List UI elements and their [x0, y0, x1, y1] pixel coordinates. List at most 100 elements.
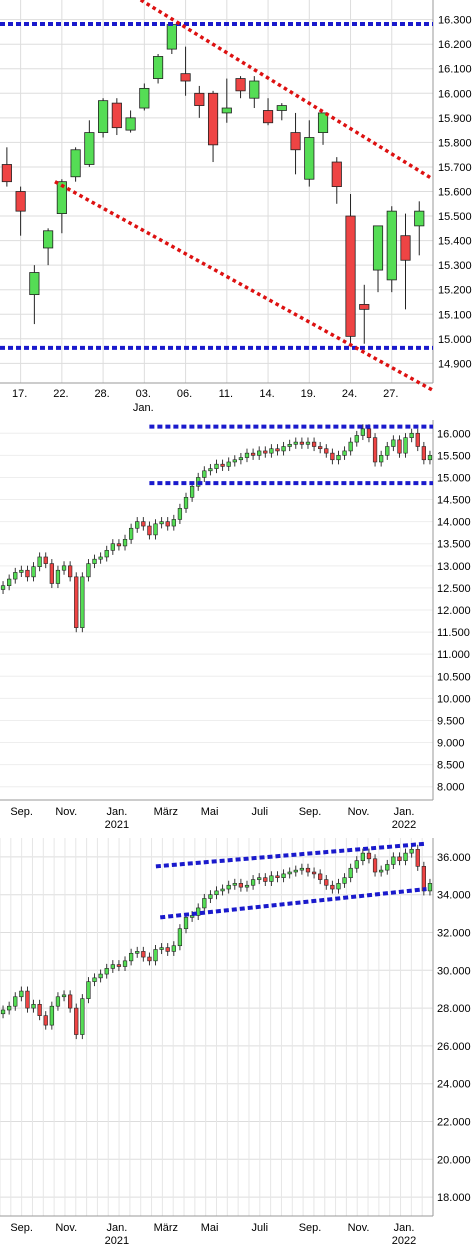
- candle-up: [226, 461, 231, 467]
- candle-down: [116, 543, 122, 547]
- candle-up: [37, 556, 42, 567]
- candle-up: [153, 949, 158, 962]
- candle-up: [391, 439, 396, 447]
- candle-up: [299, 867, 305, 871]
- candle-up: [250, 879, 256, 886]
- candle-down: [305, 867, 311, 873]
- candle-up: [128, 527, 134, 540]
- candle-up: [183, 497, 189, 509]
- candle-up: [55, 569, 61, 584]
- candle-down: [165, 947, 170, 952]
- candle-down: [15, 191, 26, 212]
- candle-up: [153, 523, 158, 536]
- candle-up: [385, 446, 390, 456]
- candle-up: [281, 873, 286, 878]
- candle-up: [84, 132, 95, 165]
- x-tick-label: Nov.: [348, 1222, 370, 1234]
- candle-up: [391, 856, 396, 865]
- x-tick-sublabel: 2022: [392, 819, 416, 831]
- x-tick-label: 27.: [383, 388, 398, 400]
- candle-down: [68, 565, 73, 578]
- x-tick-label: Mai: [201, 806, 219, 818]
- candle-up: [122, 539, 128, 547]
- candle-up: [189, 915, 195, 918]
- candle-up: [269, 448, 274, 454]
- x-tick-label: 06.: [177, 388, 192, 400]
- candle-up: [342, 450, 347, 456]
- x-tick-label: Sep.: [10, 1222, 33, 1234]
- candle-up: [232, 883, 237, 886]
- candle-up: [159, 947, 164, 950]
- daily-candlestick-chart: 16.300 16.200 16.100 16.000 15.900 15.800 15.7…: [0, 0, 475, 420]
- candle-down: [111, 102, 122, 129]
- candle-up: [104, 968, 109, 975]
- y-tick-label: 16.200: [438, 39, 472, 51]
- x-tick-sublabel: 2021: [105, 1235, 129, 1247]
- x-tick-label: Jan.: [107, 806, 128, 818]
- y-tick-label: 8.500: [437, 760, 465, 772]
- candle-up: [287, 444, 292, 447]
- candle-up: [214, 890, 219, 895]
- candle-up: [61, 565, 67, 571]
- y-tick-label: 15.500: [438, 211, 472, 223]
- candle-up: [403, 852, 408, 861]
- candle-up: [7, 1005, 12, 1011]
- candle-down: [311, 871, 317, 875]
- candle-up: [305, 441, 311, 445]
- candle-down: [165, 521, 170, 527]
- y-tick-label: 24.000: [437, 1079, 471, 1091]
- candle-down: [147, 956, 152, 962]
- candle-up: [427, 455, 433, 461]
- candle-up: [372, 225, 384, 271]
- candle-up: [183, 917, 189, 930]
- candle-down: [345, 215, 356, 337]
- candle-up: [360, 428, 365, 436]
- candle-up: [202, 470, 207, 478]
- y-tick-label: 8.000: [437, 782, 465, 794]
- candle-up: [98, 556, 103, 560]
- candle-up: [409, 432, 414, 438]
- candle-up: [80, 576, 85, 628]
- candle-down: [147, 525, 152, 536]
- candle-down: [43, 1015, 48, 1026]
- candle-up: [220, 888, 225, 892]
- candle-down: [275, 875, 280, 878]
- candle-up: [336, 883, 341, 890]
- y-tick-label: 15.000: [438, 334, 472, 346]
- candle-down: [194, 92, 205, 106]
- y-tick-label: 15.700: [438, 162, 472, 174]
- comparison-chart-svg: 36.000 34.000 32.000 30.000 28.000 26.000 24.0…: [0, 838, 471, 1247]
- candle-up: [0, 1009, 6, 1015]
- candle-up: [86, 563, 91, 578]
- candle-down: [372, 858, 378, 873]
- candle-up: [427, 883, 433, 892]
- candle-down: [25, 990, 30, 1009]
- candle-up: [128, 952, 134, 962]
- candle-up: [153, 56, 164, 79]
- weekly-chart-svg: 16.000 15.500 15.000 14.500 14.000 13.500 13.0…: [0, 420, 471, 831]
- y-tick-label: 15.600: [438, 187, 472, 199]
- trend-line: [54, 180, 434, 392]
- candle-up: [414, 210, 425, 227]
- candle-up: [293, 869, 298, 873]
- candle-down: [397, 856, 402, 861]
- trend-line: [155, 841, 427, 869]
- candle-up: [98, 100, 109, 133]
- candle-up: [221, 107, 232, 114]
- candle-down: [400, 235, 411, 261]
- candle-down: [290, 132, 301, 151]
- candle-up: [61, 994, 67, 998]
- candle-up: [244, 452, 250, 458]
- candle-up: [409, 849, 414, 854]
- candle-down: [235, 78, 246, 92]
- candle-down: [220, 463, 225, 467]
- x-tick-sublabel: Jan.: [133, 402, 154, 414]
- y-tick-label: 16.000: [438, 88, 472, 100]
- y-tick-label: 9.000: [437, 738, 465, 750]
- x-tick-label: 24.: [342, 388, 357, 400]
- candle-up: [86, 981, 91, 999]
- y-tick-label: 10.500: [437, 671, 471, 683]
- candle-down: [1, 164, 12, 183]
- x-tick-sublabel: 2021: [105, 819, 129, 831]
- candle-up: [70, 149, 81, 178]
